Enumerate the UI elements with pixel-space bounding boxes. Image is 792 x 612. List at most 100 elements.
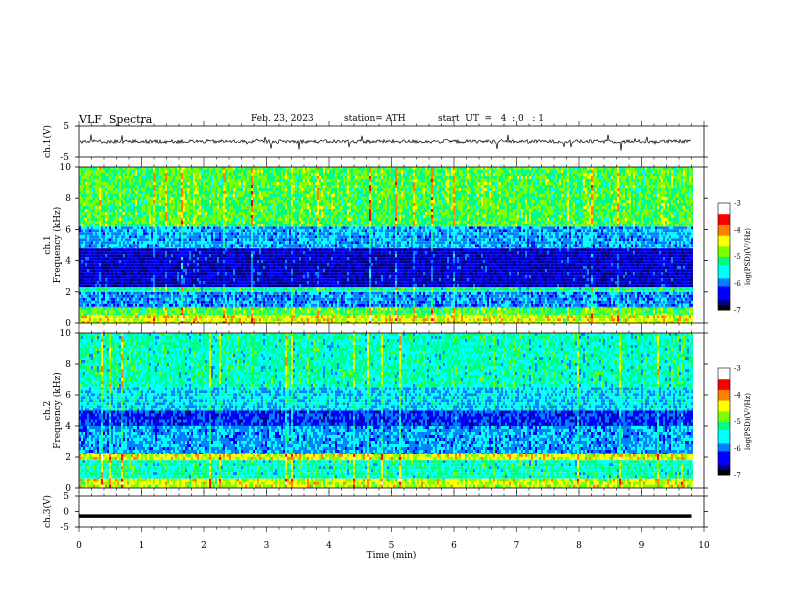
colorbar-segment: [718, 301, 730, 306]
station-label: station= ATH: [344, 114, 406, 124]
colorbar-segment: [718, 376, 730, 380]
colorbar-segment: [718, 285, 730, 290]
y-tick-label: 5: [63, 122, 69, 132]
x-axis-label: Time (min): [367, 550, 417, 561]
x-tick-label: 2: [201, 541, 207, 551]
colorbar-segment: [718, 261, 730, 266]
colorbar-segment: [718, 293, 730, 298]
colorbar-segment: [718, 256, 730, 260]
colorbar-segment: [718, 413, 730, 417]
y-tick-label: 2: [65, 288, 71, 298]
colorbar-segment: [718, 259, 730, 263]
y-tick-label: 10: [60, 163, 72, 173]
start-ut-label: start UT = 4 : 0 : 1: [438, 114, 544, 124]
colorbar-segment: [718, 426, 730, 431]
colorbar-segment: [718, 304, 730, 308]
colorbar-segment: [718, 464, 730, 468]
colorbar-segment: [718, 373, 730, 377]
colorbar-segment: [718, 424, 730, 428]
x-tick-label: 4: [326, 541, 332, 551]
colorbar-segment: [718, 248, 730, 252]
y-tick-label: -5: [60, 523, 69, 533]
y-tick-label: 8: [65, 360, 71, 370]
colorbar-segment: [718, 280, 730, 284]
channel-label: ch.2: [43, 401, 53, 420]
x-tick-label: 6: [451, 541, 457, 551]
colorbar-segment: [718, 442, 730, 447]
colorbar-segment: [718, 243, 730, 247]
colorbar-segment: [718, 466, 730, 471]
colorbar-segment: [718, 240, 730, 244]
colorbar-frame: [717, 367, 731, 476]
colorbar-segment: [718, 434, 730, 439]
x-tick-label: 1: [139, 541, 145, 551]
colorbar-segment: [718, 405, 730, 409]
colorbar-label: log(PSD)(V²/Hz): [744, 228, 752, 285]
x-tick-label: 8: [576, 541, 582, 551]
colorbar-segment: [718, 283, 730, 287]
y-tick-label: 10: [60, 329, 72, 339]
colorbar-segment: [718, 211, 730, 215]
colorbar-segment: [718, 307, 730, 311]
spectrogram-cells: [79, 333, 693, 488]
colorbar-segment: [718, 386, 730, 390]
colorbar-segment: [718, 402, 730, 406]
colorbar-segment: [718, 378, 730, 382]
colorbar-segment: [718, 381, 730, 385]
colorbar-segment: [718, 253, 730, 257]
colorbar-segment: [718, 384, 730, 388]
colorbar-segment: [718, 299, 730, 303]
colorbar-segment: [718, 370, 730, 374]
y-tick-label: 2: [65, 453, 71, 463]
colorbar-tick-label: -3: [734, 200, 741, 208]
colorbar-segment: [718, 219, 730, 223]
x-tick-label: 7: [514, 541, 520, 551]
date-label: Feb. 23, 2023: [251, 114, 314, 124]
colorbar-segment: [718, 203, 730, 207]
colorbar-segment: [718, 213, 730, 217]
colorbar-segment: [718, 392, 730, 396]
colorbar-segment: [718, 432, 730, 436]
y-tick-label: 0: [65, 319, 71, 329]
colorbar-segment: [718, 205, 730, 209]
colorbar-segment: [718, 410, 730, 414]
colorbar-segment: [718, 394, 730, 398]
colorbar-segment: [718, 296, 730, 300]
colorbar-segment: [718, 453, 730, 457]
colorbar-tick-label: -7: [734, 472, 741, 480]
colorbar-segment: [718, 269, 730, 274]
y-tick-label: -5: [60, 153, 69, 163]
colorbar-segment: [718, 461, 730, 465]
colorbar-tick-label: -4: [734, 391, 741, 399]
colorbar-segment: [718, 235, 730, 239]
colorbar-segment: [718, 208, 730, 212]
colorbar-segment: [718, 237, 730, 241]
y-axis-label: ch.1(V): [42, 125, 53, 158]
y-tick-label: 8: [65, 194, 71, 204]
colorbar-segment: [718, 277, 730, 282]
colorbar-segment: [718, 429, 730, 433]
colorbar-tick-label: -6: [734, 445, 741, 453]
x-tick-label: 5: [389, 541, 395, 551]
colorbar-segment: [718, 445, 730, 449]
colorbar-segment: [718, 221, 730, 225]
colorbar-tick-label: -5: [734, 418, 741, 426]
colorbar-segment: [718, 272, 730, 276]
spectrogram-cells: [79, 167, 693, 323]
colorbar-tick-label: -4: [734, 226, 741, 234]
waveform-trace: [79, 134, 692, 151]
x-tick-label: 10: [698, 541, 710, 551]
colorbar-tick-label: -6: [734, 280, 741, 288]
colorbar-segment: [718, 288, 730, 292]
colorbar-segment: [718, 264, 730, 268]
colorbar-segment: [718, 291, 730, 295]
y-tick-label: 0: [65, 484, 71, 494]
y-tick-label: 0: [63, 508, 69, 518]
colorbar-label: log(PSD)(V²/Hz): [744, 393, 752, 450]
colorbar-segment: [718, 232, 730, 236]
x-tick-label: 3: [264, 541, 270, 551]
y-axis-label: Frequency (kHz): [52, 207, 63, 284]
y-axis-label: ch.3(V): [42, 495, 53, 528]
waveform-axes-frame: [78, 495, 705, 528]
colorbar-segment: [718, 397, 730, 401]
